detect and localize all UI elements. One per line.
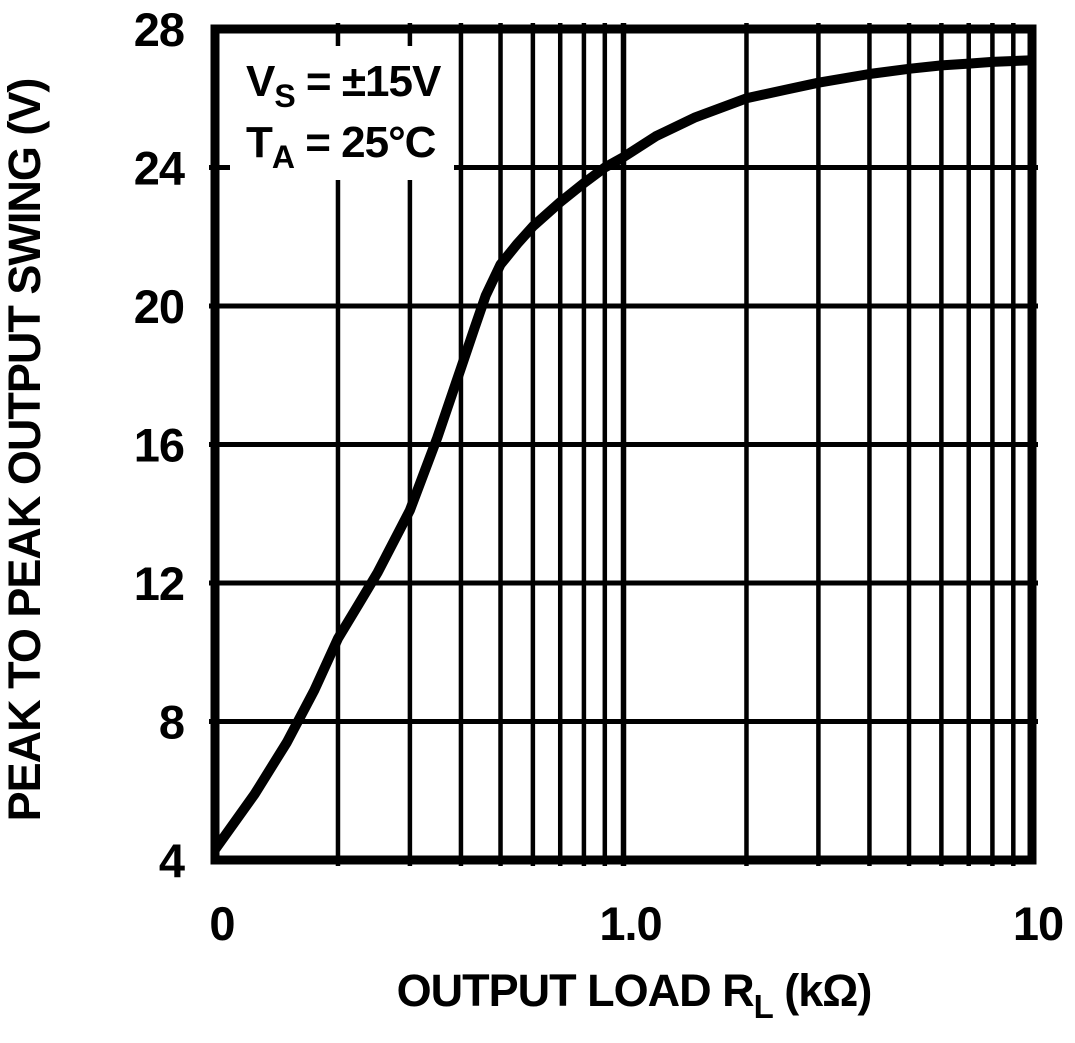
x-tick-label: 0	[209, 897, 234, 950]
annotation-box	[230, 46, 454, 180]
y-tick-label: 12	[134, 557, 184, 610]
y-tick-label: 20	[134, 280, 184, 333]
x-tick-label: 10	[1013, 897, 1063, 950]
data-curve	[210, 55, 1033, 853]
x-axis-title-text: OUTPUT LOAD RL (kΩ)	[397, 965, 872, 1025]
y-tick-label: 28	[134, 3, 184, 56]
y-tick-label: 8	[159, 696, 184, 749]
y-tick-label: 16	[134, 419, 184, 472]
axis-labels: 28 24 20 16 12 8 40 1.0 10	[134, 3, 1064, 950]
y-tick-label: 24	[134, 142, 185, 195]
plot-border	[210, 24, 1037, 865]
series-curve	[210, 55, 1033, 853]
annotation-line: TA = 25°C	[246, 118, 436, 175]
annotation-line: VS = ±15V	[246, 57, 442, 114]
y-axis-title: PEAK TO PEAK OUTPUT SWING (V)	[0, 79, 50, 822]
x-tick-label: 1.0	[599, 897, 661, 950]
grid-lines	[209, 23, 1038, 866]
x-axis-title: OUTPUT LOAD RL (kΩ)	[397, 965, 873, 1025]
y-tick-label: 4	[159, 834, 185, 887]
